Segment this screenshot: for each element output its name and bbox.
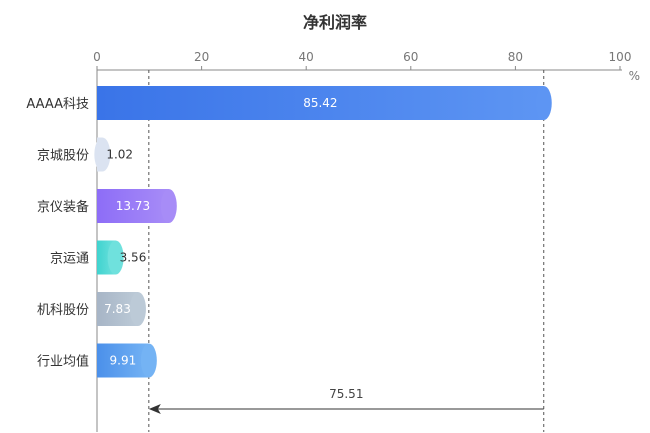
data-label: 13.73 xyxy=(116,199,150,213)
bar xyxy=(97,343,149,378)
bar-cap xyxy=(107,240,124,275)
x-axis: 0 20 40 60 80 100 xyxy=(93,50,631,432)
category-label: 京城股份 xyxy=(37,149,89,164)
bar-cap xyxy=(94,137,111,172)
bar xyxy=(97,86,544,120)
category-label: 京仪装备 xyxy=(37,199,89,215)
chart-title: 净利润率 xyxy=(303,13,367,32)
data-label: 9.91 xyxy=(110,354,137,368)
x-tick-label: 100 xyxy=(609,50,632,64)
x-tick-label: 40 xyxy=(299,50,314,64)
category-label: 京运通 xyxy=(50,252,89,267)
difference-arrowhead xyxy=(148,404,161,414)
x-tick-label: 80 xyxy=(508,50,523,64)
data-label: 85.42 xyxy=(303,96,337,110)
x-tick-label: 0 xyxy=(93,50,101,64)
x-axis-unit: % xyxy=(629,69,640,83)
category-label: 行业均值 xyxy=(37,354,89,370)
bars: AAAA科技 85.42 京城股份 1.02 京仪装备 13.73 京运通 3.56 机科股份 7… xyxy=(26,86,552,378)
bar-cap xyxy=(535,86,552,120)
x-tick-label: 60 xyxy=(403,50,418,64)
x-tick-label: 20 xyxy=(194,50,209,64)
bar-cap xyxy=(160,189,177,223)
bar-cap xyxy=(140,343,157,378)
data-label: 3.56 xyxy=(120,251,147,265)
difference-annotation: 75.51 xyxy=(148,387,544,414)
data-label: 1.02 xyxy=(106,148,133,162)
data-label: 7.83 xyxy=(104,302,131,316)
difference-label: 75.51 xyxy=(329,387,363,401)
category-label: 机科股份 xyxy=(37,303,89,318)
bar-cap xyxy=(129,292,146,326)
bar xyxy=(97,189,169,223)
category-label: AAAA科技 xyxy=(26,97,89,112)
reference-lines xyxy=(148,70,545,432)
